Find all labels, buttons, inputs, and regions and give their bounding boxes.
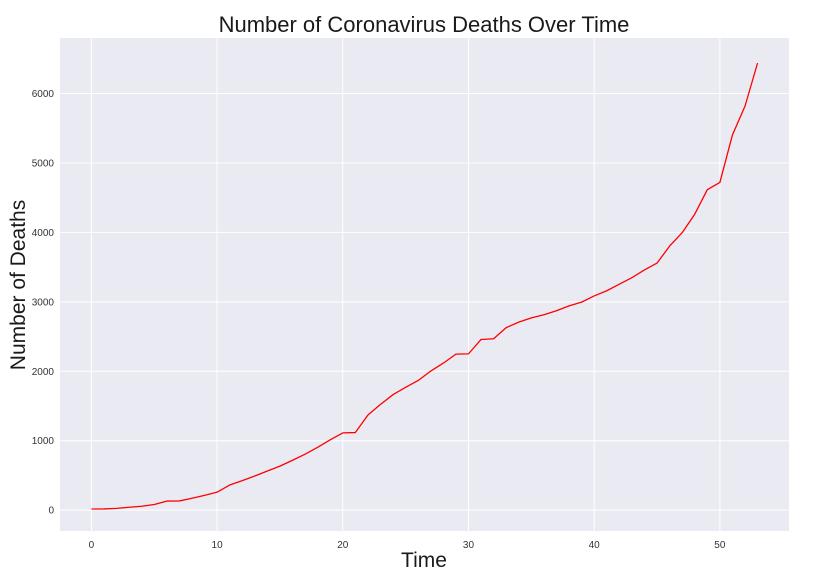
y-tick-label: 2000 [32, 367, 55, 378]
chart-title: Number of Coronavirus Deaths Over Time [219, 12, 630, 37]
x-tick-label: 10 [212, 540, 224, 551]
grid-lines [60, 38, 789, 531]
tick-labels: 0 10 20 30 40 50 0 1000 2000 3000 4000 5000 6000 [32, 89, 726, 551]
y-tick-label: 6000 [32, 89, 55, 100]
y-tick-label: 1000 [32, 436, 55, 447]
x-tick-label: 50 [714, 540, 726, 551]
x-tick-label: 0 [89, 540, 95, 551]
x-tick-label: 40 [589, 540, 601, 551]
series-line [91, 62, 759, 510]
x-tick-label: 20 [337, 540, 349, 551]
y-tick-label: 4000 [32, 228, 55, 239]
y-axis-label: Number of Deaths [7, 200, 30, 370]
y-tick-label: 3000 [32, 297, 55, 308]
plot-background [60, 38, 789, 531]
x-tick-label: 30 [463, 540, 475, 551]
y-tick-label: 0 [48, 506, 54, 517]
x-axis-label: Time [401, 549, 447, 572]
series-layer [91, 62, 759, 510]
y-tick-label: 5000 [32, 158, 55, 169]
